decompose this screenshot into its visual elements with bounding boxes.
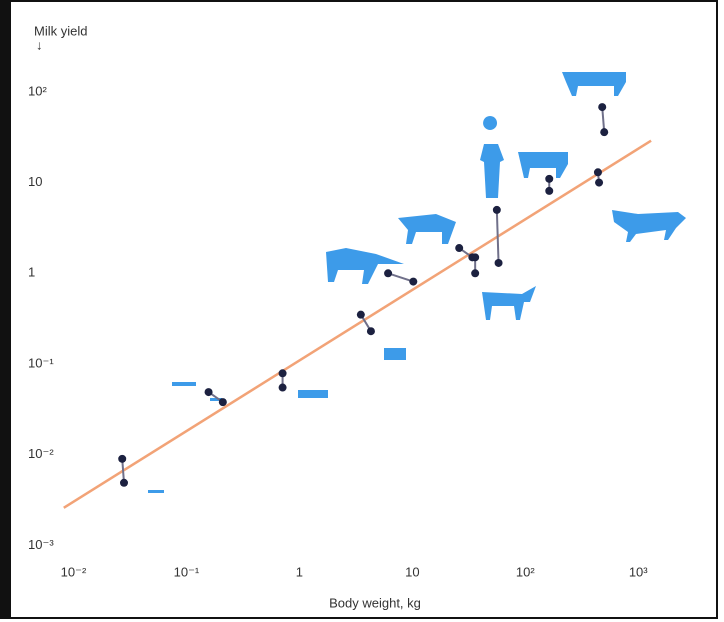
y-tick-label: 10⁻¹: [28, 355, 54, 370]
point: [600, 128, 608, 136]
point: [219, 398, 227, 406]
point: [471, 253, 479, 261]
point: [455, 244, 463, 252]
frame: [1, 1, 717, 618]
point: [545, 187, 553, 195]
point: [493, 206, 501, 214]
y-tick-label: 10⁻³: [28, 537, 54, 552]
x-tick-label: 10⁻²: [61, 564, 87, 579]
y-axis-arrow: ↓: [36, 37, 43, 52]
y-axis-label: Milk yield: [34, 23, 87, 38]
x-tick-label: 10³: [629, 564, 648, 579]
y-tick-label: 10²: [28, 83, 47, 98]
point: [595, 179, 603, 187]
point: [357, 311, 365, 319]
point: [495, 259, 503, 267]
point: [471, 269, 479, 277]
y-tick-label: 10⁻²: [28, 446, 54, 461]
x-tick-label: 1: [296, 564, 303, 579]
point: [205, 388, 213, 396]
point: [279, 384, 287, 392]
point: [120, 479, 128, 487]
point: [367, 327, 375, 335]
x-tick-label: 10²: [516, 564, 535, 579]
x-tick-label: 10⁻¹: [174, 564, 200, 579]
point: [279, 369, 287, 377]
x-axis-label: Body weight, kg: [329, 595, 421, 610]
point: [594, 168, 602, 176]
y-tick-label: 10: [28, 174, 42, 189]
chart: Milk yield ↓ Body weight, kg 10⁻² 10⁻¹ 1 10…: [0, 0, 724, 622]
point: [409, 278, 417, 286]
point: [118, 455, 126, 463]
frame-edge: [1, 1, 11, 618]
y-tick-label: 1: [28, 265, 35, 280]
x-tick-label: 10: [405, 564, 419, 579]
point: [598, 103, 606, 111]
point: [545, 175, 553, 183]
point: [384, 269, 392, 277]
